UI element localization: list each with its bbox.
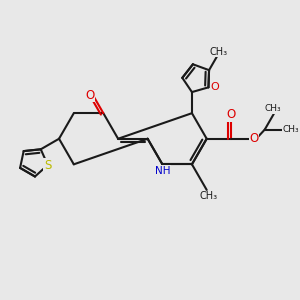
Text: O: O — [210, 82, 219, 92]
Text: CH₃: CH₃ — [199, 191, 217, 201]
Text: O: O — [226, 108, 236, 121]
Text: CH₃: CH₃ — [209, 47, 227, 57]
Text: O: O — [249, 132, 259, 145]
Text: O: O — [85, 88, 94, 102]
Text: CH₃: CH₃ — [283, 125, 299, 134]
Text: NH: NH — [154, 166, 170, 176]
Text: CH₃: CH₃ — [264, 104, 281, 113]
Text: S: S — [44, 158, 51, 172]
